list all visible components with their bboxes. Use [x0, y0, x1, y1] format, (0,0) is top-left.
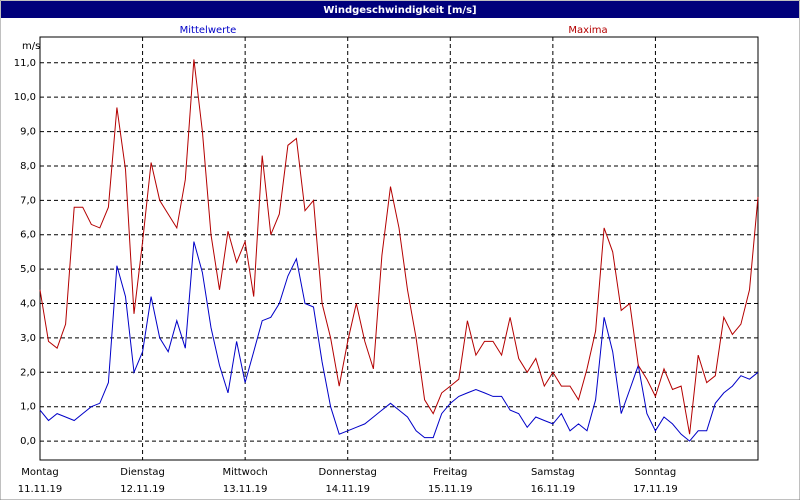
x-tick-date: 13.11.19	[223, 484, 268, 495]
x-tick-label: Freitag	[433, 467, 467, 478]
chart-title: Windgeschwindigkeit [m/s]	[323, 5, 476, 16]
x-tick-date: 11.11.19	[18, 484, 63, 495]
y-tick-label: 2,0	[20, 367, 36, 378]
x-tick-label: Donnerstag	[319, 467, 377, 478]
data-line	[39, 59, 759, 435]
y-tick-label: 4,0	[20, 299, 36, 310]
x-tick-label: Mittwoch	[222, 467, 267, 478]
x-tick-label: Samstag	[531, 467, 575, 478]
y-tick-label: 6,0	[20, 230, 36, 241]
y-tick-label: 8,0	[20, 161, 36, 172]
x-tick-label: Montag	[21, 467, 58, 478]
y-tick-label: 10,0	[14, 92, 36, 103]
x-tick-label: Dienstag	[120, 467, 165, 478]
y-tick-label: 5,0	[20, 264, 36, 275]
y-tick-label: 0,0	[20, 436, 36, 447]
y-tick-label: 11,0	[14, 58, 36, 69]
x-tick-date: 17.11.19	[633, 484, 678, 495]
y-tick-label: 7,0	[20, 195, 36, 206]
legend-entry: Mittelwerte	[180, 25, 237, 36]
plot-frame	[39, 36, 759, 461]
y-tick-label: 1,0	[20, 402, 36, 413]
x-tick-date: 16.11.19	[531, 484, 576, 495]
title-bar	[1, 1, 799, 18]
y-tick-label: 9,0	[20, 127, 36, 138]
x-tick-date: 15.11.19	[428, 484, 473, 495]
x-tick-date: 14.11.19	[325, 484, 370, 495]
y-axis-unit: m/s	[22, 41, 40, 52]
y-tick-label: 3,0	[20, 333, 36, 344]
x-tick-date: 12.11.19	[120, 484, 165, 495]
x-tick-label: Sonntag	[635, 467, 677, 478]
legend-entry: Maxima	[568, 25, 607, 36]
